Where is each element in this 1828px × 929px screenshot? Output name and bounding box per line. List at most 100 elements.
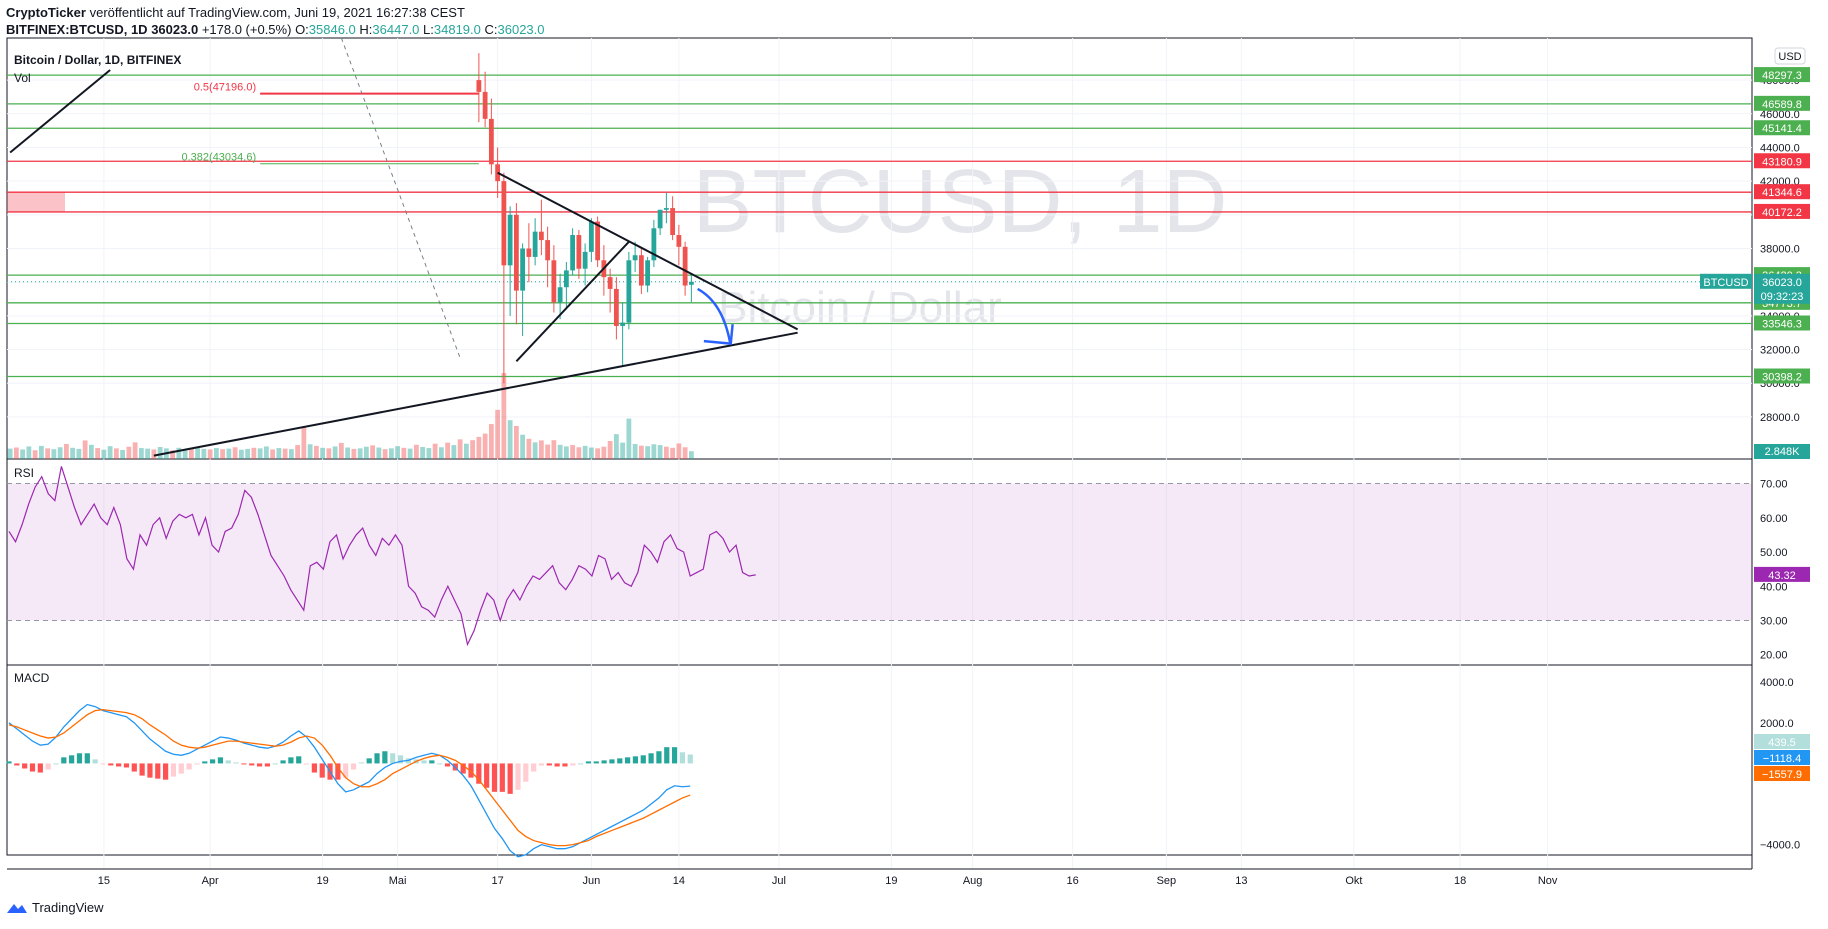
fib-label: 0.382(43034.6): [182, 152, 257, 164]
volume-bar: [120, 449, 126, 459]
symbol-label: BITFINEX:BTCUSD, 1D: [6, 22, 148, 37]
chart-header: CryptoTicker veröffentlicht auf TradingV…: [6, 4, 545, 38]
candle-body: [638, 255, 644, 286]
macd-histogram-bar: [45, 763, 51, 770]
candle-body: [482, 91, 488, 119]
close-label: C:: [484, 22, 498, 37]
macd-histogram-bar: [69, 755, 75, 764]
macd-histogram-bar: [664, 747, 670, 764]
arrow-head-icon: [703, 324, 734, 346]
volume-bar: [688, 451, 694, 459]
macd-histogram-bar: [249, 763, 255, 766]
volume-bar: [270, 449, 276, 459]
volume-bar: [307, 444, 313, 459]
candle-body: [588, 221, 594, 252]
volume-bar: [682, 447, 688, 459]
candle-body: [557, 287, 563, 303]
volume-bar: [545, 444, 551, 459]
volume-bar: [7, 448, 13, 459]
macd-histogram-bar: [241, 763, 247, 765]
level-tag-green-text: 30398.2: [1762, 372, 1802, 384]
macd-histogram-bar: [366, 758, 372, 764]
candle-body: [676, 235, 682, 247]
candle-body: [620, 322, 626, 326]
macd-histogram-bar: [233, 762, 239, 764]
close-value: 36023.0: [497, 22, 545, 37]
macd-histogram-bar: [554, 763, 560, 767]
macd-histogram-bar: [272, 763, 278, 765]
macd-histogram-bar: [14, 763, 20, 766]
volume-bar: [476, 436, 482, 459]
candle-body: [626, 260, 632, 323]
volume-bar: [132, 442, 138, 459]
low-label: L:: [423, 22, 434, 37]
author-name[interactable]: CryptoTicker: [6, 5, 86, 20]
candle-body: [501, 181, 507, 266]
level-tag-green-text: 45141.4: [1762, 123, 1802, 135]
volume-bar: [576, 447, 582, 459]
macd-tick-label: −4000.0: [1760, 840, 1800, 852]
time-axis[interactable]: 15 Apr 19 Mai 17 Jun 14 Jul 19 Aug 16 Sep 13 Okt 18 Nov: [7, 868, 1752, 887]
volume-bar: [138, 448, 144, 459]
volume-bar: [20, 449, 26, 459]
macd-histogram-bar: [123, 763, 130, 768]
macd-histogram-bar: [311, 763, 317, 773]
macd-line: [8, 703, 691, 858]
symbol-tag-text: BTCUSD: [1703, 277, 1748, 289]
footer-brand[interactable]: TradingView: [32, 900, 104, 915]
candle-body: [688, 281, 694, 285]
volume-bar: [182, 449, 188, 459]
volume-bar: [282, 448, 288, 459]
macd-histogram-bar: [194, 763, 200, 765]
volume-bar: [226, 448, 232, 459]
candle-body: [670, 208, 676, 236]
candle-body: [576, 235, 582, 269]
volume-bar: [413, 444, 419, 459]
price-tick-label: 28000.0: [1760, 412, 1800, 424]
macd-histogram-bar: [303, 763, 310, 765]
macd-histogram-bar: [343, 763, 349, 778]
level-tag-red-text: 43180.9: [1762, 156, 1802, 168]
macd-histogram-bar: [163, 763, 169, 780]
macd-histogram-bar: [209, 759, 216, 764]
candle-body: [645, 260, 651, 286]
volume-bar: [376, 447, 382, 459]
volume-bar: [470, 440, 476, 459]
volume-bar: [26, 446, 32, 459]
macd-histogram-bar: [640, 755, 646, 764]
chart-canvas[interactable]: BTCUSD, 1D Bitcoin / Dollar 0.5(47196.0)…: [0, 0, 1828, 895]
macd-title: MACD: [14, 671, 50, 685]
price-axis[interactable]: 28000.030000.032000.034000.036000.038000…: [1700, 47, 1810, 852]
level-tag-green: [1754, 315, 1810, 331]
candle-body: [663, 208, 669, 210]
time-tick-label: Aug: [963, 875, 983, 887]
volume-bar: [195, 447, 201, 459]
macd-histogram-bar: [296, 756, 302, 764]
macd-histogram-bar: [131, 763, 137, 772]
volume-bar: [251, 447, 257, 459]
macd-value-tag: [1754, 766, 1810, 781]
time-tick-label: 18: [1454, 875, 1466, 887]
volume-bar: [382, 449, 388, 459]
macd-histogram-bar: [147, 763, 153, 778]
volume-bar: [326, 448, 332, 459]
volume-bar: [45, 448, 51, 459]
macd-histogram-bar: [84, 753, 90, 764]
volume-bar: [620, 442, 626, 459]
macd-histogram-bar: [617, 758, 623, 764]
macd-histogram-bar: [460, 763, 466, 774]
macd-histogram-bar: [76, 753, 83, 764]
volume-tag: [1754, 444, 1810, 459]
volume-bar: [663, 446, 669, 459]
rsi-value-tag: [1754, 566, 1810, 582]
volume-bar: [501, 373, 507, 459]
watermark-symbol: BTCUSD, 1D: [692, 152, 1227, 252]
tradingview-logo-icon: [7, 903, 27, 913]
macd-histogram-bar: [397, 755, 404, 764]
volume-bar: [632, 443, 638, 459]
level-tag-red: [1754, 184, 1810, 200]
volume-bar: [395, 446, 401, 459]
volume-bar: [457, 439, 463, 459]
volume-bar: [13, 447, 19, 459]
candle-body: [682, 246, 688, 286]
